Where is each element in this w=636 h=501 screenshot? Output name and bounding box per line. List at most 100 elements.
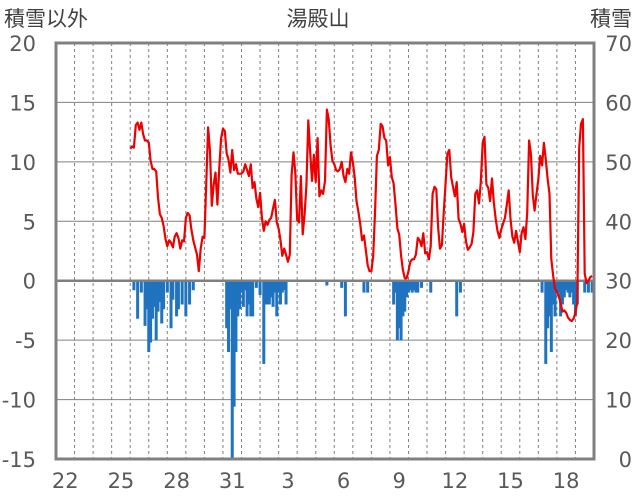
right-tick-label: 60 [605,91,632,115]
bar [399,280,403,341]
bar [247,280,251,305]
bar [234,280,238,353]
bar [549,280,553,353]
right-tick-label: 30 [605,270,632,294]
bar [149,280,153,343]
bar [169,280,173,329]
bar [245,280,249,317]
right-tick-label: 10 [605,389,632,413]
x-tick-label: 15 [497,469,524,493]
bar [176,280,180,310]
bar [152,280,156,307]
bar [397,280,401,329]
bar [165,280,169,293]
bar [566,280,570,293]
bar [429,280,433,293]
left-tick-label: 5 [23,210,36,234]
bar [546,280,550,329]
bar [458,280,462,293]
bar [395,280,399,341]
bar [139,280,143,293]
bar [277,280,281,293]
bar [262,280,266,364]
bar [184,280,188,317]
bar [282,280,286,291]
x-tick-label: 28 [163,469,190,493]
bar [583,280,587,293]
chart-title: 湯殿山 [287,7,350,31]
x-tick-label: 3 [281,469,294,493]
bar [393,280,397,293]
bar [340,280,344,288]
bar [225,280,229,329]
bar [570,280,574,293]
right-axis-ticks: 70 60 50 40 30 20 10 0 [605,32,632,472]
bar [228,280,232,310]
snow-depth-line [129,108,593,323]
plot-frame [54,41,596,461]
bar [154,280,158,341]
bar [160,280,164,324]
bar [559,280,563,317]
bar [405,280,409,298]
bar [366,280,370,293]
bar [343,280,347,317]
bar [408,280,412,291]
bar [416,280,420,293]
left-tick-label: 10 [9,151,36,175]
bar [557,280,561,293]
x-tick-label: 25 [108,469,135,493]
bar [191,280,195,291]
bar [175,280,179,317]
right-tick-label: 50 [605,151,632,175]
left-tick-label: -10 [2,389,36,413]
bar [562,280,566,298]
left-tick-label: -15 [2,448,36,472]
left-axis-label: 積雪以外 [4,7,88,31]
left-tick-label: 0 [23,270,36,294]
bar [406,280,410,293]
bar [551,280,555,305]
bar [553,280,557,317]
bar [132,280,136,291]
bar [280,280,284,293]
bar [188,280,192,305]
bar [150,280,154,319]
right-tick-label: 0 [619,448,632,472]
bar [590,280,594,293]
bar [269,280,273,298]
bar [267,280,271,305]
bar [241,280,245,307]
right-tick-label: 40 [605,210,632,234]
bar [560,280,564,305]
bar [236,280,240,317]
bar [547,280,551,317]
x-tick-label: 12 [441,469,468,493]
bar [564,280,568,291]
bar [403,280,407,312]
x-tick-label: 6 [337,469,350,493]
bar [238,280,242,310]
bar [284,280,288,305]
bar [265,280,269,305]
bars-layer [132,280,594,459]
bar [412,280,416,291]
x-tick-label: 9 [393,469,406,493]
bar [254,280,258,288]
bar [419,280,423,288]
bar [414,280,418,293]
right-axis-label: 積雪 [590,7,632,31]
left-tick-label: 15 [9,91,36,115]
bar [227,280,231,353]
left-tick-label: -5 [15,329,36,353]
bar [278,280,282,305]
bar [158,280,162,303]
bar [136,280,140,319]
bar [145,280,149,310]
bar [171,280,175,300]
bar [410,280,414,293]
bar [251,280,255,317]
bar [230,280,234,459]
x-tick-label: 31 [219,469,246,493]
bar [232,280,236,407]
